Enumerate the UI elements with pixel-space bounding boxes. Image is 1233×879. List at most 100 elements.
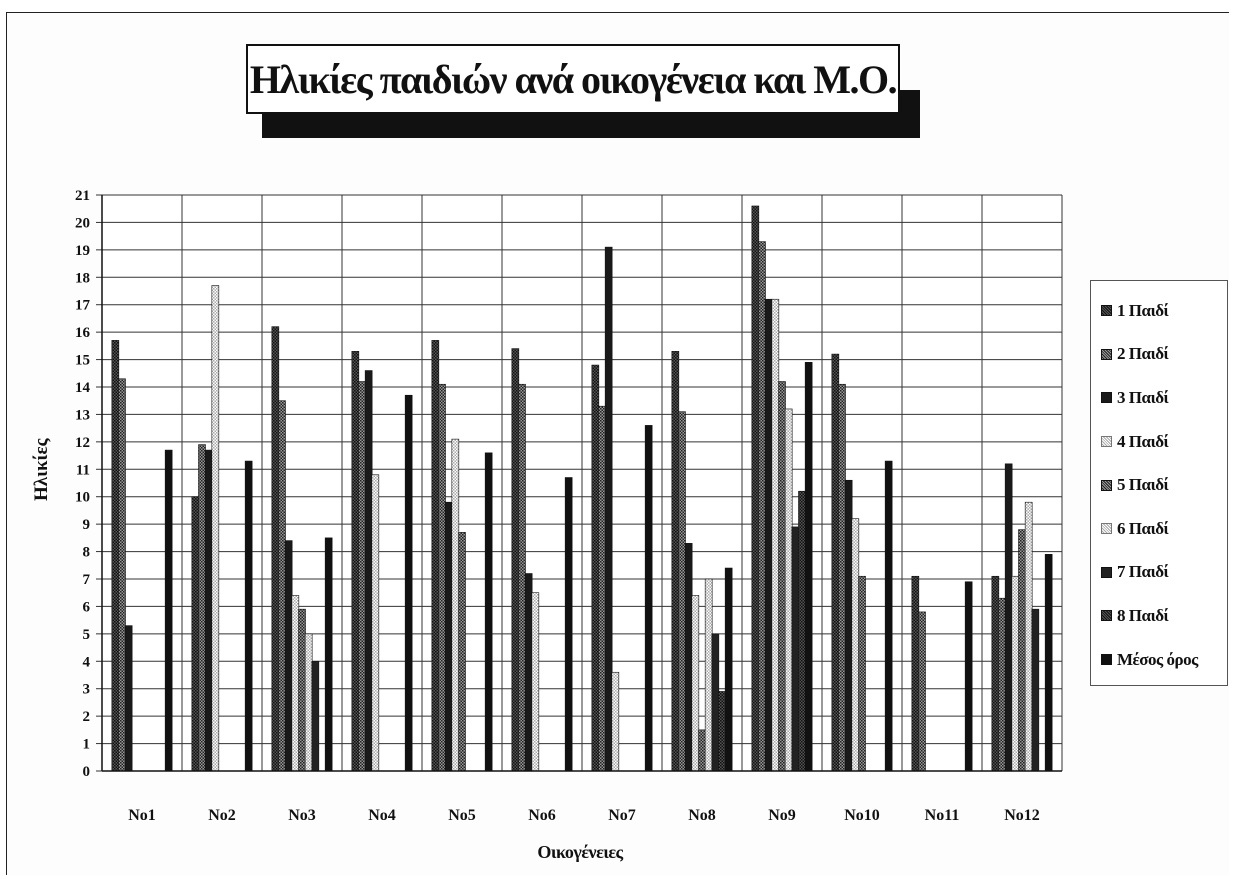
bar <box>444 501 453 772</box>
y-tick-label: 7 <box>83 572 91 588</box>
bar <box>964 581 973 772</box>
x-tick-label: No1 <box>128 807 156 824</box>
bar <box>271 326 280 772</box>
bar <box>111 340 120 772</box>
y-tick-label: 16 <box>75 325 91 341</box>
bar <box>198 444 206 772</box>
bar <box>911 575 920 772</box>
legend-label: 1 Παιδί <box>1117 300 1169 320</box>
legend-swatch <box>1101 479 1112 491</box>
bar <box>118 378 126 772</box>
x-tick-label: No4 <box>368 807 396 824</box>
bar <box>311 660 320 772</box>
bar <box>324 537 333 772</box>
bar <box>644 425 653 772</box>
x-tick-label: No9 <box>768 807 796 824</box>
y-tick-label: 21 <box>75 188 90 204</box>
bar <box>1044 554 1053 772</box>
bar <box>518 383 526 772</box>
bar <box>684 543 693 772</box>
bar <box>791 526 800 772</box>
bar <box>718 691 726 772</box>
bar <box>404 394 413 772</box>
y-tick-label: 4 <box>83 654 91 670</box>
y-tick-label: 3 <box>83 682 91 698</box>
bar <box>998 597 1006 772</box>
bar <box>1024 501 1033 772</box>
x-tick-label: No12 <box>1004 807 1040 824</box>
legend-item: 6 Παιδί <box>1101 507 1227 551</box>
y-tick-label: 1 <box>83 737 91 753</box>
bar <box>918 611 926 772</box>
bar <box>484 452 493 772</box>
bar <box>204 449 213 772</box>
y-axis-label: Ηλικίες <box>31 438 52 501</box>
bar <box>511 348 520 772</box>
legend-label: 4 Παιδί <box>1117 431 1169 451</box>
legend-item: 2 Παιδί <box>1101 333 1227 377</box>
legend-swatch <box>1101 654 1112 666</box>
bar <box>591 364 600 772</box>
bar <box>604 246 613 772</box>
x-tick-label: No5 <box>448 807 476 824</box>
y-tick-label: 2 <box>83 709 91 725</box>
bar <box>1018 529 1026 772</box>
bar <box>191 496 200 772</box>
bar <box>284 540 293 772</box>
x-tick-label: No7 <box>608 807 636 824</box>
bar <box>244 460 253 772</box>
legend-swatch <box>1101 436 1112 448</box>
legend-label: 2 Παιδί <box>1117 344 1169 364</box>
y-tick-label: 8 <box>83 545 91 561</box>
x-tick-label: No8 <box>688 807 716 824</box>
legend-label: 6 Παιδί <box>1117 518 1169 538</box>
bar <box>698 729 706 772</box>
legend-item: 3 Παιδί <box>1101 376 1227 420</box>
bar <box>804 362 813 772</box>
bar <box>798 490 806 772</box>
legend-item: 7 Παιδί <box>1101 551 1227 595</box>
legend-swatch <box>1101 392 1112 404</box>
bar <box>524 573 533 772</box>
legend-item: 8 Παιδί <box>1101 594 1227 638</box>
x-tick-label: No10 <box>844 807 880 824</box>
y-tick-label: 11 <box>76 462 90 478</box>
y-tick-label: 14 <box>75 380 91 396</box>
bar <box>531 592 540 772</box>
bar <box>671 351 680 772</box>
y-tick-label: 9 <box>83 517 91 533</box>
x-axis-label: Οικογένειες <box>537 842 623 862</box>
y-tick-label: 17 <box>75 298 91 314</box>
bar <box>844 479 853 772</box>
bar <box>458 532 466 772</box>
bar <box>438 383 446 772</box>
bar <box>124 625 133 772</box>
bar <box>278 400 286 772</box>
bar <box>298 608 306 772</box>
bar <box>704 578 713 772</box>
bar <box>564 477 573 772</box>
y-tick-label: 5 <box>83 627 91 643</box>
bar <box>451 438 460 772</box>
bar <box>991 575 1000 772</box>
bar <box>1031 608 1040 772</box>
y-tick-label: 12 <box>75 435 90 451</box>
y-tick-label: 10 <box>75 490 90 506</box>
y-tick-label: 19 <box>75 243 90 259</box>
bar <box>351 351 360 772</box>
legend: 1 Παιδί 2 Παιδί 3 Παιδί 4 Παιδί 5 Παιδί 6 Παι… <box>1090 280 1228 686</box>
bar <box>858 575 866 772</box>
legend-item: 5 Παιδί <box>1101 463 1227 507</box>
x-tick-label: No11 <box>925 807 960 824</box>
bar <box>758 241 766 772</box>
bar <box>851 518 860 772</box>
y-tick-label: 0 <box>83 764 91 780</box>
bar <box>364 370 373 772</box>
x-tick-label: No3 <box>288 807 316 824</box>
legend-swatch <box>1101 523 1112 535</box>
y-tick-label: 18 <box>75 270 90 286</box>
bar <box>831 353 840 772</box>
chart-title: Ηλικίες παιδιών ανά οικογένεια και Μ.Ο. <box>246 44 900 114</box>
bar <box>764 298 773 772</box>
